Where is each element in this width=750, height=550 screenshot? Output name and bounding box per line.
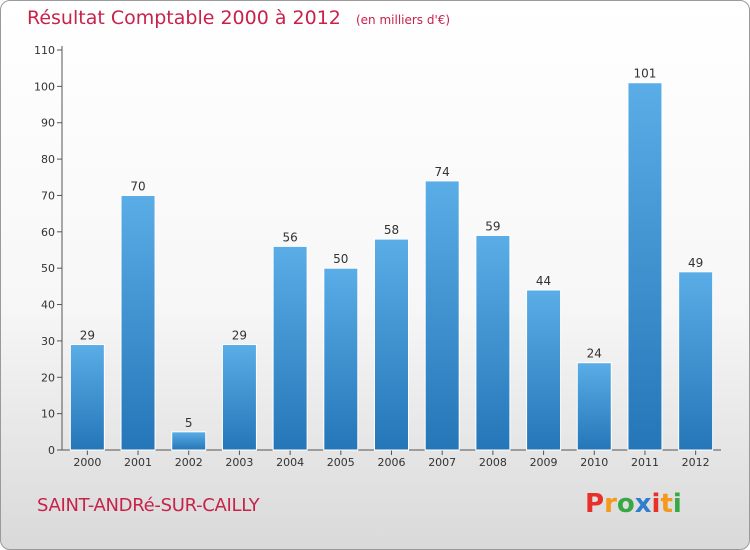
x-tick-label: 2009 (530, 456, 558, 469)
value-label-2007: 74 (435, 165, 450, 179)
chart-subtitle: (en milliers d'€) (355, 13, 451, 27)
bar-2010[interactable] (576, 362, 612, 451)
value-label-2005: 50 (333, 252, 348, 266)
title-row: Résultat Comptable 2000 à 2012 (en milli… (27, 7, 450, 29)
y-tick-label: 10 (41, 408, 55, 421)
y-tick-label: 40 (41, 299, 55, 312)
commune-name: SAINT-ANDRé-SUR-CAILLY (37, 495, 260, 516)
x-tick-label: 2007 (428, 456, 456, 469)
logo-letter: x (634, 489, 652, 519)
value-label-2006: 58 (384, 223, 399, 237)
x-tick-label: 2006 (378, 456, 406, 469)
y-tick-label: 110 (34, 44, 55, 57)
value-label-2004: 56 (282, 230, 297, 244)
y-tick-label: 80 (41, 153, 55, 166)
y-tick-label: 20 (41, 371, 55, 384)
proxiti-logo[interactable]: Proxiti (585, 489, 682, 519)
value-label-2001: 70 (130, 179, 145, 193)
y-tick-label: 100 (34, 80, 55, 93)
x-tick-label: 2001 (124, 456, 152, 469)
value-label-2011: 101 (634, 67, 657, 81)
y-tick-label: 90 (41, 117, 55, 130)
x-tick-label: 2004 (276, 456, 304, 469)
y-tick-label: 30 (41, 335, 55, 348)
value-label-2012: 49 (688, 256, 703, 270)
y-tick-label: 0 (48, 444, 55, 457)
logo-letter: i (672, 489, 682, 519)
x-tick-label: 2011 (631, 456, 659, 469)
bar-2004[interactable] (272, 245, 308, 451)
value-label-2000: 29 (80, 329, 95, 343)
value-label-2002: 5 (185, 416, 193, 430)
value-label-2009: 44 (536, 274, 551, 288)
bar-2000[interactable] (69, 344, 105, 451)
bar-2002[interactable] (171, 431, 207, 451)
bar-2003[interactable] (221, 344, 257, 451)
x-tick-label: 2005 (327, 456, 355, 469)
value-label-2008: 59 (485, 219, 500, 233)
x-tick-label: 2003 (225, 456, 253, 469)
chart-title: Résultat Comptable 2000 à 2012 (27, 7, 341, 29)
bar-2005[interactable] (323, 267, 359, 451)
x-tick-label: 2002 (175, 456, 203, 469)
bar-2012[interactable] (678, 271, 714, 451)
bar-2011[interactable] (627, 82, 663, 451)
logo-letter: i (651, 489, 661, 519)
bar-2007[interactable] (424, 180, 460, 451)
y-tick-label: 60 (41, 226, 55, 239)
logo-letter: r (604, 489, 617, 519)
logo-letter: P (585, 489, 605, 519)
logo-letter: o (616, 489, 635, 519)
bar-2009[interactable] (526, 289, 562, 451)
x-tick-label: 2008 (479, 456, 507, 469)
logo-letter: t (660, 489, 673, 519)
x-tick-label: 2012 (682, 456, 710, 469)
y-tick-label: 50 (41, 262, 55, 275)
value-label-2010: 24 (587, 347, 602, 361)
y-tick-label: 70 (41, 189, 55, 202)
bar-2001[interactable] (120, 194, 156, 451)
value-label-2003: 29 (232, 329, 247, 343)
x-tick-label: 2000 (73, 456, 101, 469)
bar-2006[interactable] (374, 238, 409, 451)
bar-2008[interactable] (475, 234, 511, 451)
x-tick-label: 2010 (580, 456, 608, 469)
